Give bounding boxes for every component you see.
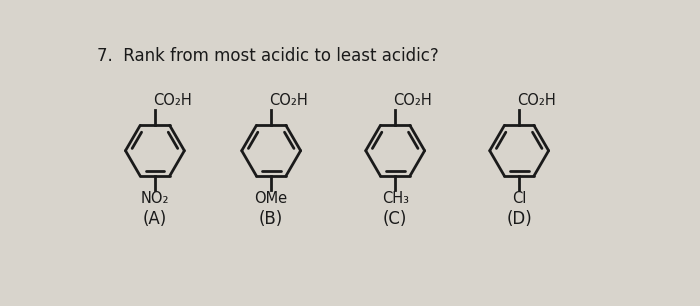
Text: 7.  Rank from most acidic to least acidic?: 7. Rank from most acidic to least acidic… [97, 47, 438, 65]
Text: (D): (D) [506, 210, 532, 228]
Text: CO₂H: CO₂H [153, 93, 192, 108]
Text: (C): (C) [383, 210, 407, 228]
Text: CO₂H: CO₂H [270, 93, 309, 108]
Text: OMe: OMe [255, 192, 288, 207]
Text: CH₃: CH₃ [382, 192, 409, 207]
Text: Cl: Cl [512, 192, 526, 207]
Text: CO₂H: CO₂H [393, 93, 433, 108]
Text: NO₂: NO₂ [141, 192, 169, 207]
Text: CO₂H: CO₂H [517, 93, 556, 108]
Text: (B): (B) [259, 210, 284, 228]
Text: (A): (A) [143, 210, 167, 228]
